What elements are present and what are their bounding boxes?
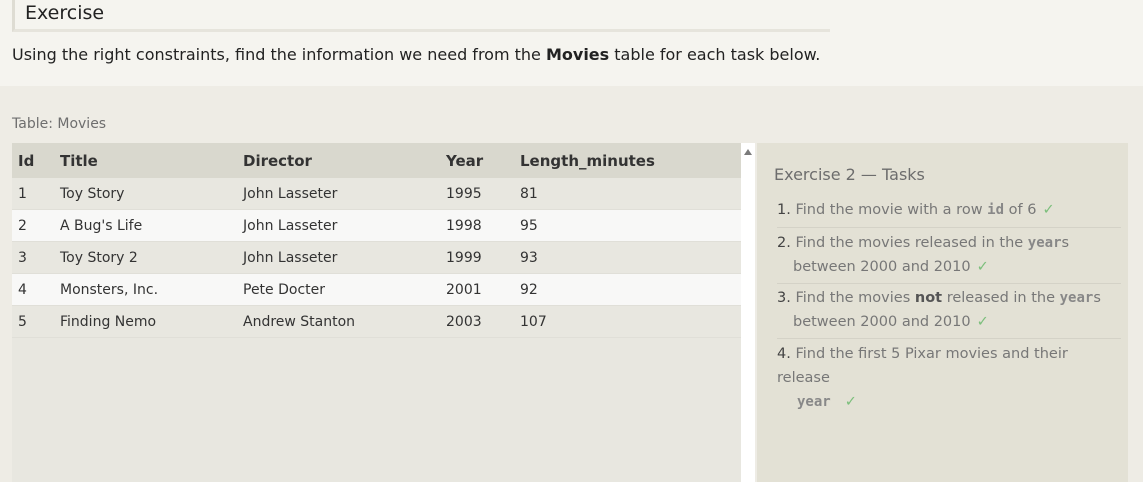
table-row: 3 Toy Story 2 John Lasseter 1999 93 bbox=[12, 242, 741, 274]
cell-id: 2 bbox=[18, 217, 27, 234]
cell-length: 95 bbox=[520, 217, 538, 234]
task-code: year bbox=[797, 394, 831, 410]
table-row: 5 Finding Nemo Andrew Stanton 2003 107 bbox=[12, 306, 741, 338]
cell-year: 1999 bbox=[446, 249, 482, 266]
cell-id: 5 bbox=[18, 313, 27, 330]
intro-text-before: Using the right constraints, find the in… bbox=[12, 45, 546, 64]
check-icon: ✓ bbox=[976, 314, 989, 330]
task-number: 4. bbox=[777, 346, 791, 362]
task-number: 2. bbox=[777, 235, 791, 251]
task-text: of 6 bbox=[1004, 202, 1037, 218]
cell-year: 1995 bbox=[446, 185, 482, 202]
task-item-4: 4. Find the first 5 Pixar movies and the… bbox=[777, 342, 1121, 410]
check-icon: ✓ bbox=[844, 394, 857, 410]
cell-length: 92 bbox=[520, 281, 538, 298]
table-caption: Table: Movies bbox=[12, 116, 107, 132]
task-text: s bbox=[1061, 235, 1070, 251]
column-header-id: Id bbox=[18, 151, 35, 170]
task-item-3: 3. Find the movies not released in the y… bbox=[777, 286, 1121, 339]
cell-length: 107 bbox=[520, 313, 547, 330]
table-header-row: Id Title Director Year Length_minutes bbox=[12, 143, 741, 178]
check-icon: ✓ bbox=[976, 259, 989, 275]
table-row: 2 A Bug's Life John Lasseter 1998 95 bbox=[12, 210, 741, 242]
exercise-intro: Using the right constraints, find the in… bbox=[12, 45, 820, 64]
scroll-up-arrow-icon[interactable] bbox=[744, 149, 752, 155]
task-text: Find the movies bbox=[795, 290, 915, 306]
task-text: between 2000 and 2010 bbox=[793, 259, 971, 275]
task-text: Find the movies released in the bbox=[795, 235, 1028, 251]
task-code: year bbox=[1059, 290, 1094, 306]
cell-director: Andrew Stanton bbox=[243, 313, 356, 330]
cell-year: 2001 bbox=[446, 281, 482, 298]
intro-text-after: table for each task below. bbox=[609, 45, 821, 64]
task-text: between 2000 and 2010 bbox=[793, 314, 971, 330]
cell-id: 3 bbox=[18, 249, 27, 266]
column-header-year: Year bbox=[446, 151, 484, 170]
cell-id: 4 bbox=[18, 281, 27, 298]
tasks-title: Exercise 2 — Tasks bbox=[774, 165, 925, 184]
cell-title: Toy Story 2 bbox=[60, 249, 138, 266]
exercise-panel: Table: Movies Id Title Director Year Len… bbox=[0, 86, 1143, 482]
task-text: s bbox=[1093, 290, 1101, 306]
task-code: year bbox=[1027, 235, 1062, 251]
column-header-title: Title bbox=[60, 151, 98, 170]
cell-director: John Lasseter bbox=[243, 249, 338, 266]
task-code: id bbox=[987, 202, 1005, 218]
movies-table: Id Title Director Year Length_minutes 1 … bbox=[12, 143, 741, 482]
cell-title: Finding Nemo bbox=[60, 313, 157, 330]
task-item-1: 1. Find the movie with a row id of 6 ✓ bbox=[777, 198, 1121, 228]
cell-director: John Lasseter bbox=[243, 185, 338, 202]
cell-id: 1 bbox=[18, 185, 27, 202]
check-icon: ✓ bbox=[1042, 202, 1055, 218]
cell-title: Toy Story bbox=[60, 185, 125, 202]
cell-title: A Bug's Life bbox=[60, 217, 143, 234]
cell-director: John Lasseter bbox=[243, 217, 338, 234]
cell-length: 81 bbox=[520, 185, 538, 202]
column-header-director: Director bbox=[243, 151, 312, 170]
table-row: 4 Monsters, Inc. Pete Docter 2001 92 bbox=[12, 274, 741, 306]
task-item-2: 2. Find the movies released in the years… bbox=[777, 231, 1121, 284]
cell-year: 2003 bbox=[446, 313, 482, 330]
task-bold: not bbox=[914, 290, 943, 306]
column-header-length-minutes: Length_minutes bbox=[520, 151, 655, 170]
task-text: Find the first 5 Pixar movies and their … bbox=[777, 346, 1068, 386]
exercise-header: Exercise bbox=[12, 0, 830, 32]
cell-year: 1998 bbox=[446, 217, 482, 234]
table-row: 1 Toy Story John Lasseter 1995 81 bbox=[12, 178, 741, 210]
cell-length: 93 bbox=[520, 249, 538, 266]
task-text: released in the bbox=[942, 290, 1060, 306]
task-number: 1. bbox=[777, 202, 791, 218]
tasks-panel: Exercise 2 — Tasks 1. Find the movie wit… bbox=[757, 143, 1128, 482]
intro-table-name: Movies bbox=[545, 45, 610, 64]
task-number: 3. bbox=[777, 290, 791, 306]
exercise-header-title: Exercise bbox=[25, 2, 105, 24]
task-text: Find the movie with a row bbox=[795, 202, 988, 218]
cell-director: Pete Docter bbox=[243, 281, 326, 298]
table-scrollbar[interactable] bbox=[741, 143, 755, 482]
cell-title: Monsters, Inc. bbox=[60, 281, 159, 298]
